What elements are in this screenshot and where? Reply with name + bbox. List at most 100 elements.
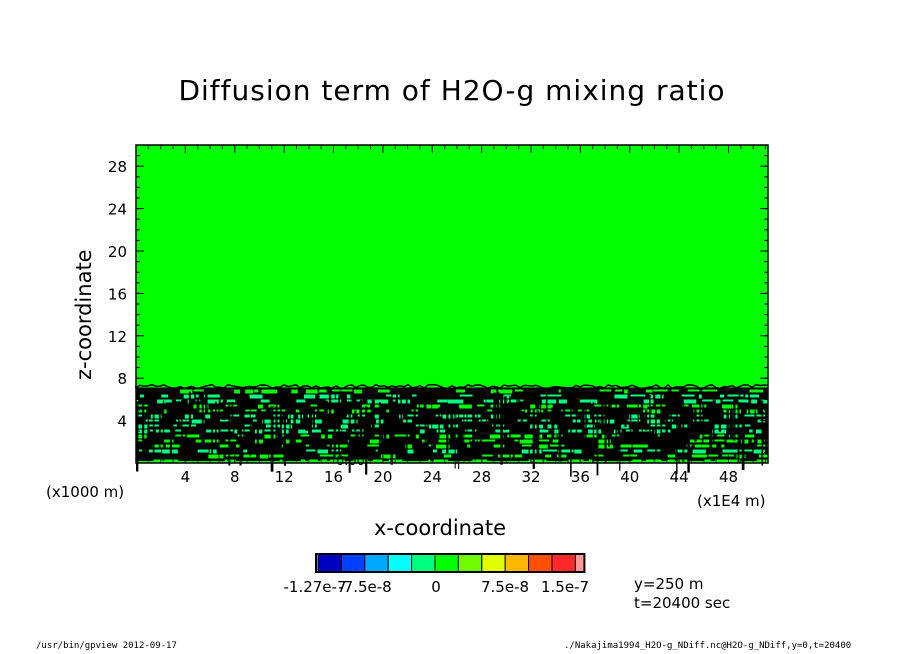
- contour-band: [740, 439, 749, 444]
- contour-band: [145, 419, 160, 422]
- annotation-t: t=20400 sec: [634, 594, 731, 612]
- contour-band: [225, 454, 240, 457]
- contour-band: [447, 399, 464, 404]
- contour-band: [701, 444, 717, 448]
- contour-band: [244, 424, 252, 427]
- contour-band: [287, 414, 295, 419]
- contour-band: [220, 429, 233, 432]
- x-tick-label: 24: [423, 468, 442, 486]
- contour-band: [462, 419, 475, 422]
- contour-band: [220, 399, 224, 403]
- contour-band: [422, 439, 427, 443]
- contour-band: [536, 439, 549, 442]
- contour-line: [765, 410, 768, 448]
- contour-band: [218, 444, 231, 448]
- contour-line: [454, 406, 456, 469]
- contour-band: [163, 409, 167, 414]
- contour-band: [579, 399, 591, 403]
- contour-band: [568, 459, 584, 463]
- contour-band: [219, 419, 231, 422]
- contour-band: [319, 394, 335, 399]
- contour-line: [438, 407, 440, 434]
- contour-line: [222, 399, 226, 420]
- contour-band: [300, 434, 310, 437]
- contour-band: [471, 414, 481, 418]
- contour-band: [342, 429, 347, 432]
- contour-band: [704, 459, 711, 464]
- contour-band: [303, 394, 316, 399]
- contour-band: [187, 434, 200, 438]
- contour-band: [763, 409, 767, 413]
- contour-band: [620, 444, 632, 448]
- contour-band: [442, 449, 458, 454]
- contour-band: [165, 444, 180, 448]
- contour-band: [558, 409, 573, 412]
- contour-band: [180, 424, 197, 427]
- contour-line: [158, 403, 161, 449]
- contour-line: [136, 404, 139, 472]
- contour-line: [509, 395, 511, 458]
- contour-band: [507, 399, 519, 403]
- contour-band: [524, 409, 529, 413]
- contour-band: [669, 414, 680, 417]
- contour-band: [351, 429, 364, 432]
- contour-band: [459, 404, 472, 409]
- contour-band: [498, 389, 513, 394]
- colorbar-swatch: [574, 553, 585, 573]
- contour-band: [234, 389, 241, 394]
- contour-line: [729, 409, 733, 439]
- contour-band: [708, 454, 719, 457]
- contour-band: [682, 404, 689, 407]
- contour-band: [261, 389, 278, 394]
- contour-line: [540, 398, 542, 425]
- contour-band: [544, 459, 547, 464]
- contour-band: [549, 444, 565, 447]
- contour-line: [694, 408, 697, 442]
- contour-band: [657, 434, 660, 437]
- y-tick-label: 16: [108, 285, 127, 303]
- contour-band: [357, 414, 367, 417]
- contour-line: [637, 402, 639, 437]
- contour-band: [514, 389, 523, 392]
- contour-band: [722, 399, 735, 402]
- contour-band: [298, 429, 308, 434]
- contour-line: [239, 396, 242, 466]
- y-axis-label: z-coordinate: [72, 249, 96, 380]
- contour-band: [340, 454, 348, 457]
- contour-band: [521, 409, 524, 412]
- contour-band: [327, 444, 330, 447]
- contour-line: [231, 401, 234, 428]
- contour-band: [353, 459, 369, 462]
- contour-line: [152, 409, 155, 457]
- contour-band: [654, 429, 662, 434]
- contour-band: [416, 404, 424, 408]
- contour-band: [675, 449, 690, 453]
- contour-band: [397, 399, 410, 404]
- x-tick-label: 32: [521, 468, 540, 486]
- x-tick-label: 16: [324, 468, 343, 486]
- colorbar-swatch: [504, 553, 530, 573]
- contour-line: [365, 406, 368, 475]
- contour-band: [619, 429, 622, 433]
- contour-band: [722, 404, 732, 409]
- contour-band: [153, 459, 163, 463]
- contour-band: [754, 429, 763, 434]
- x-tick-label: 20: [373, 468, 392, 486]
- contour-line: [699, 400, 702, 433]
- contour-band: [713, 424, 730, 429]
- contour-line: [551, 407, 555, 439]
- contour-band: [692, 404, 707, 408]
- contour-band: [157, 399, 166, 404]
- colorbar-label: 7.5e-8: [481, 578, 529, 596]
- contour-band: [630, 394, 646, 397]
- contour-band: [319, 389, 327, 393]
- contour-band: [546, 409, 552, 412]
- contour-band: [470, 439, 480, 442]
- contour-band: [632, 459, 643, 464]
- contour-line: [670, 396, 672, 437]
- contour-band: [205, 399, 219, 404]
- contour-band: [459, 394, 473, 397]
- contour-band: [371, 424, 381, 428]
- contour-band: [681, 394, 695, 397]
- contour-band: [588, 459, 595, 463]
